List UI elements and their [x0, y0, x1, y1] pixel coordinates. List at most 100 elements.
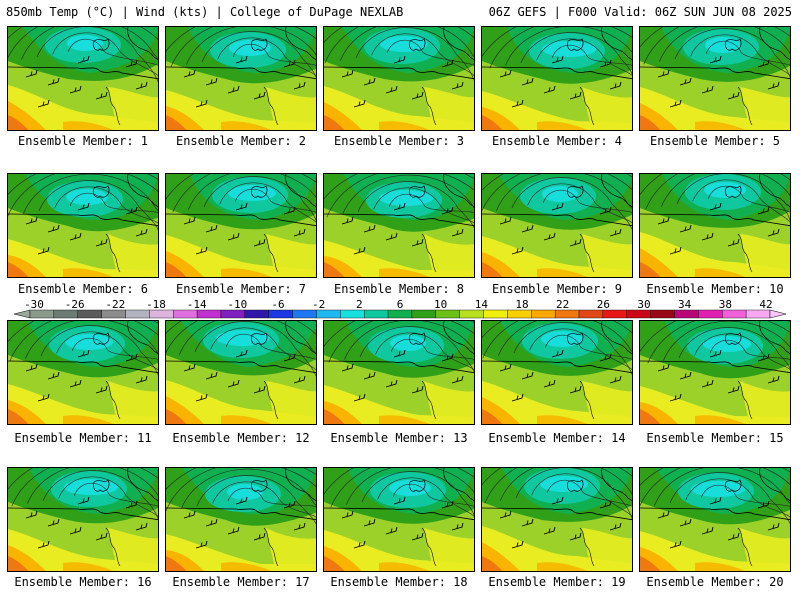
colorbar-tick-label: -14	[187, 298, 207, 311]
temperature-colorbar: -30 -26 -22 -18 -14 -10 -6 -2 2 6 10 14 18 22 26 30 34 38…	[13, 298, 787, 319]
colorbar-tick-label: 38	[719, 298, 732, 311]
temperature-field	[482, 174, 632, 277]
ensemble-member-map	[165, 173, 317, 278]
colorbar-swatch	[101, 309, 126, 319]
colorbar-swatch	[459, 309, 484, 319]
colorbar-swatch	[674, 309, 699, 319]
temperature-field	[640, 468, 790, 571]
run-valid-time: 06Z GEFS | F000 Valid: 06Z SUN JUN 08 20…	[488, 5, 792, 19]
ensemble-member-map	[323, 173, 475, 278]
ensemble-member-label: Ensemble Member: 17	[172, 575, 310, 589]
ensemble-member-map	[323, 26, 475, 131]
temperature-field	[482, 468, 632, 571]
temperature-field	[482, 27, 632, 130]
ensemble-member-label: Ensemble Member: 3	[333, 134, 465, 148]
temperature-field	[166, 27, 316, 130]
temperature-field	[324, 468, 474, 571]
colorbar-swatch	[483, 309, 508, 319]
temperature-field	[324, 321, 474, 424]
ensemble-member-label: Ensemble Member: 9	[491, 282, 623, 296]
ensemble-member-label: Ensemble Member: 7	[175, 282, 307, 296]
colorbar-swatch	[53, 309, 78, 319]
colorbar-swatch	[698, 309, 723, 319]
temperature-field	[324, 27, 474, 130]
colorbar-swatch	[626, 309, 651, 319]
chart-title: 850mb Temp (°C) | Wind (kts) | College o…	[6, 5, 404, 19]
ensemble-member-map	[165, 467, 317, 572]
colorbar-swatch	[77, 309, 102, 319]
ensemble-member-label: Ensemble Member: 12	[172, 431, 310, 445]
ensemble-member-label: Ensemble Member: 20	[646, 575, 784, 589]
ensemble-member-label: Ensemble Member: 15	[646, 431, 784, 445]
colorbar-swatch	[411, 309, 437, 319]
colorbar-tick-label: -22	[105, 298, 125, 311]
ensemble-member-label: Ensemble Member: 5	[649, 134, 781, 148]
ensemble-member-map	[481, 467, 633, 572]
temperature-field	[8, 174, 158, 277]
colorbar-swatch	[507, 309, 532, 319]
colorbar-swatch	[292, 309, 317, 319]
colorbar-swatch	[602, 309, 627, 319]
ensemble-member-map	[639, 26, 791, 131]
colorbar-swatch	[722, 309, 747, 319]
temperature-field	[640, 27, 790, 130]
ensemble-member-map	[165, 26, 317, 131]
colorbar-tick-label: 10	[434, 298, 447, 311]
temperature-field	[482, 321, 632, 424]
ensemble-member-label: Ensemble Member: 13	[330, 431, 468, 445]
ensemble-member-label: Ensemble Member: 10	[646, 282, 784, 296]
colorbar-tick-label: 2	[356, 298, 363, 311]
ensemble-member-label: Ensemble Member: 19	[488, 575, 626, 589]
ensemble-member-label: Ensemble Member: 18	[330, 575, 468, 589]
ensemble-member-label: Ensemble Member: 2	[175, 134, 307, 148]
colorbar-tick-label: 14	[475, 298, 489, 311]
colorbar-swatch	[196, 309, 222, 319]
colorbar-swatch	[125, 309, 150, 319]
ensemble-member-label: Ensemble Member: 6	[17, 282, 149, 296]
colorbar-swatch	[149, 309, 174, 319]
colorbar-tick-label: -26	[65, 298, 85, 311]
colorbar-swatch	[745, 309, 771, 319]
colorbar-tick-label: 30	[637, 298, 650, 311]
colorbar-tick-label: 18	[515, 298, 528, 311]
temperature-field	[8, 321, 158, 424]
colorbar-tick-label: 6	[397, 298, 404, 311]
ensemble-member-map	[639, 320, 791, 425]
ensemble-member-label: Ensemble Member: 14	[488, 431, 626, 445]
ensemble-member-map	[639, 467, 791, 572]
colorbar-tick-label: -2	[312, 298, 325, 311]
colorbar-swatch	[244, 309, 269, 319]
colorbar-max-arrow	[769, 309, 787, 319]
ensemble-member-label: Ensemble Member: 1	[17, 134, 149, 148]
colorbar-swatch	[29, 309, 55, 319]
colorbar-min-arrow	[13, 309, 31, 319]
colorbar-swatch	[650, 309, 675, 319]
colorbar-swatch	[531, 309, 556, 319]
ensemble-member-label: Ensemble Member: 16	[14, 575, 152, 589]
colorbar-tick-label: -30	[24, 298, 44, 311]
temperature-field	[640, 174, 790, 277]
ensemble-member-map	[165, 320, 317, 425]
colorbar-tick-label: 26	[597, 298, 610, 311]
temperature-field	[8, 468, 158, 571]
colorbar-swatch	[340, 309, 365, 319]
temperature-field	[640, 321, 790, 424]
ensemble-member-map	[481, 173, 633, 278]
colorbar-swatch	[435, 309, 460, 319]
temperature-field	[166, 321, 316, 424]
ensemble-member-map	[323, 320, 475, 425]
ensemble-member-map	[481, 320, 633, 425]
colorbar-swatch	[316, 309, 341, 319]
colorbar-swatch	[268, 309, 293, 319]
temperature-field	[324, 174, 474, 277]
colorbar-swatch	[363, 309, 389, 319]
ensemble-member-map	[7, 467, 159, 572]
ensemble-member-label: Ensemble Member: 4	[491, 134, 623, 148]
colorbar-tick-label: -10	[227, 298, 247, 311]
ensemble-member-map	[7, 26, 159, 131]
ensemble-member-map	[7, 173, 159, 278]
temperature-field	[166, 174, 316, 277]
ensemble-member-map	[7, 320, 159, 425]
ensemble-member-map	[639, 173, 791, 278]
temperature-field	[166, 468, 316, 571]
